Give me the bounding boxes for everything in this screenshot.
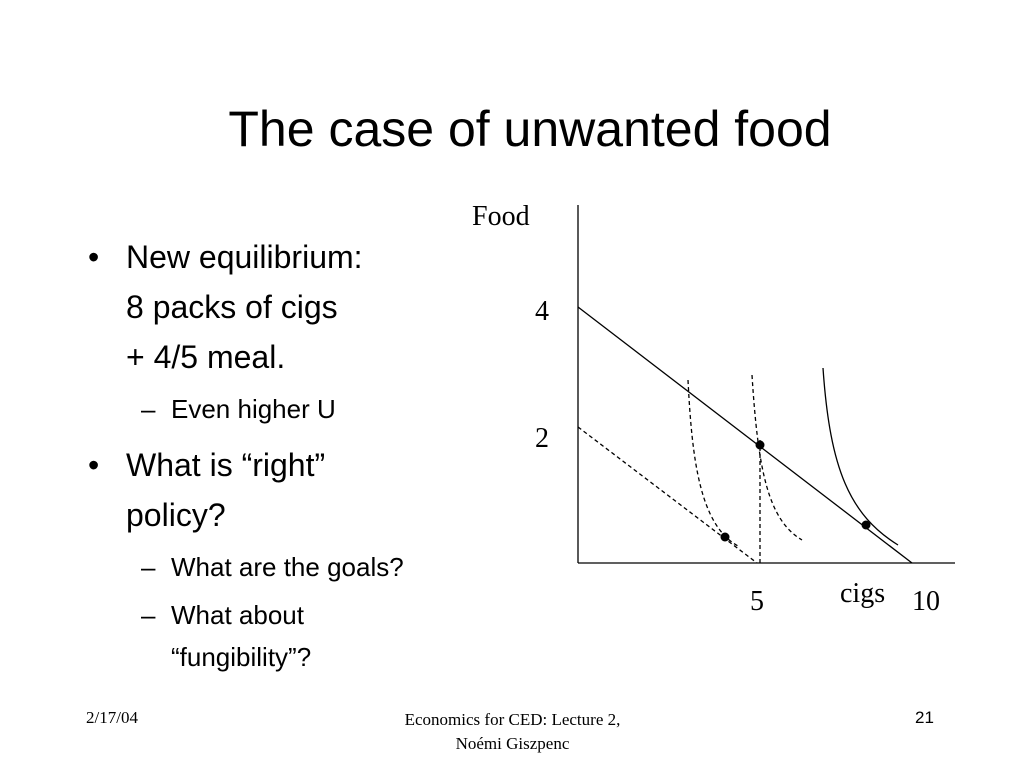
- footer-date: 2/17/04: [86, 708, 138, 727]
- bullet-line: What is “right”: [126, 447, 326, 483]
- indifference-curve: [751, 374, 803, 541]
- page-number: 21: [915, 708, 934, 727]
- x-label: 5: [750, 586, 764, 617]
- sub-bullet: – Even higher U: [126, 388, 404, 430]
- footer-line: Economics for CED: Lecture 2,: [404, 710, 621, 729]
- bullet-item: • New equilibrium: 8 packs of cigs + 4/5 me…: [88, 232, 404, 430]
- bullet-line: 8 packs of cigs: [126, 289, 338, 325]
- footer-center: Economics for CED: Lecture 2, Noémi Gisz…: [340, 708, 685, 756]
- bullet-line: policy?: [126, 497, 226, 533]
- sub-bullet-marker: –: [141, 394, 156, 424]
- bullet-list: • New equilibrium: 8 packs of cigs + 4/5 me…: [88, 232, 404, 688]
- bullet-marker: •: [88, 239, 100, 275]
- sub-bullet-marker: –: [141, 600, 156, 630]
- sub-bullet-line: Even higher U: [171, 394, 336, 424]
- y-axis-label: Food: [472, 201, 530, 232]
- sub-bullet: – What about “fungibility”?: [126, 594, 404, 678]
- sub-bullet-marker: –: [141, 552, 156, 582]
- indifference-curve: [822, 367, 899, 546]
- x-label: 10: [912, 586, 940, 617]
- slide-title: The case of unwanted food: [228, 101, 832, 157]
- footer-line: Noémi Giszpenc: [455, 734, 570, 753]
- budget-line: [577, 306, 913, 564]
- sub-bullet-line: What are the goals?: [171, 552, 404, 582]
- bullet-line: New equilibrium:: [126, 239, 363, 275]
- budget-line-dashed: [577, 426, 758, 564]
- point: [720, 532, 730, 542]
- x-axis-label: cigs: [840, 578, 885, 609]
- indifference-curve: [687, 379, 739, 547]
- bullet-item: • What is “right” policy? – What are the goa…: [88, 440, 404, 678]
- point: [755, 440, 765, 450]
- sub-bullet-line: What about: [171, 600, 304, 630]
- y-label: 4: [535, 296, 549, 327]
- bullet-line: + 4/5 meal.: [126, 339, 286, 375]
- y-label: 2: [535, 423, 549, 454]
- bullet-marker: •: [88, 447, 100, 483]
- sub-bullet-line: “fungibility”?: [171, 642, 312, 672]
- sub-bullet: – What are the goals?: [126, 546, 404, 588]
- point: [861, 520, 871, 530]
